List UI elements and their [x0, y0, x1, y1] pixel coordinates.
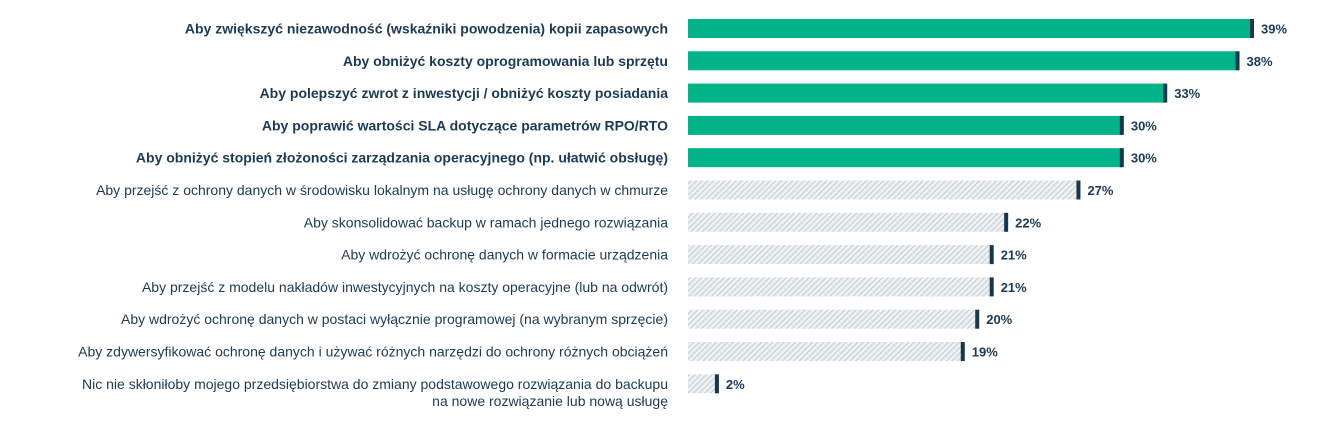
bar-end-marker [989, 245, 994, 265]
value-label: 33% [1174, 86, 1200, 101]
value-label: 21% [1001, 280, 1027, 295]
category-label: na nowe rozwiązanie lub nową usługę [432, 393, 668, 409]
bar-end-marker [1119, 115, 1124, 135]
value-label: 27% [1087, 183, 1113, 198]
value-label: 22% [1015, 215, 1041, 230]
category-label: Aby przejść z ochrony danych w środowisk… [96, 182, 668, 198]
bar-end-marker [989, 277, 994, 297]
bar-end-marker [960, 342, 965, 361]
bar-end-marker [1076, 180, 1081, 200]
bar [688, 180, 1079, 200]
bar-end-marker [1235, 51, 1240, 71]
value-label: 30% [1131, 151, 1157, 166]
bar [688, 83, 1166, 103]
value-label: 2% [726, 377, 745, 392]
category-label: Aby obniżyć koszty oprogramowania lub sp… [343, 53, 668, 69]
category-label: Aby wdrożyć ochronę danych w postaci wył… [121, 311, 668, 327]
bar-end-marker [1250, 19, 1254, 38]
bar [688, 277, 992, 297]
bar [688, 309, 978, 329]
bar [688, 245, 992, 265]
value-labels: 39% 38% 33% 30% 30% 27% 22% 21% 21% 20% 19% 2% [726, 22, 1288, 392]
bar [688, 342, 963, 361]
bar [688, 212, 1007, 232]
bars-layer [688, 19, 1254, 394]
category-label: Aby zdywersyfikować ochronę danych i uży… [78, 344, 668, 360]
bar-end-marker [1163, 83, 1168, 103]
category-label: Nic nie skłoniłoby mojego przedsiębiorst… [82, 376, 668, 392]
category-label: Aby poprawić wartości SLA dotyczące para… [262, 117, 668, 133]
bar [688, 148, 1122, 168]
bar-end-marker [714, 374, 719, 394]
bar [688, 374, 717, 394]
category-label: Aby obniżyć stopień złożoności zarządzan… [136, 150, 668, 166]
category-label: Aby wdrożyć ochronę danych w formacie ur… [341, 247, 668, 263]
category-label: Aby skonsolidować backup w ramach jedneg… [304, 214, 668, 230]
value-label: 39% [1261, 22, 1287, 37]
value-label: 21% [1001, 248, 1027, 263]
bar [688, 51, 1238, 71]
bar-end-marker [975, 309, 980, 329]
category-label: Aby zwiększyć niezawodność (wskaźniki po… [185, 21, 668, 37]
bar [688, 19, 1252, 38]
category-label: Aby polepszyć zwrot z inwestycji / obniż… [260, 85, 669, 101]
category-label: Aby przejść z modelu nakładów inwestycyj… [142, 279, 668, 295]
value-label: 30% [1131, 118, 1157, 133]
bar [688, 115, 1122, 135]
bar-end-marker [1119, 148, 1124, 168]
category-labels: Aby zwiększyć niezawodność (wskaźniki po… [78, 21, 668, 409]
bar-end-marker [1004, 212, 1009, 232]
value-label: 38% [1247, 54, 1273, 69]
value-label: 19% [972, 345, 998, 360]
value-label: 20% [986, 312, 1012, 327]
